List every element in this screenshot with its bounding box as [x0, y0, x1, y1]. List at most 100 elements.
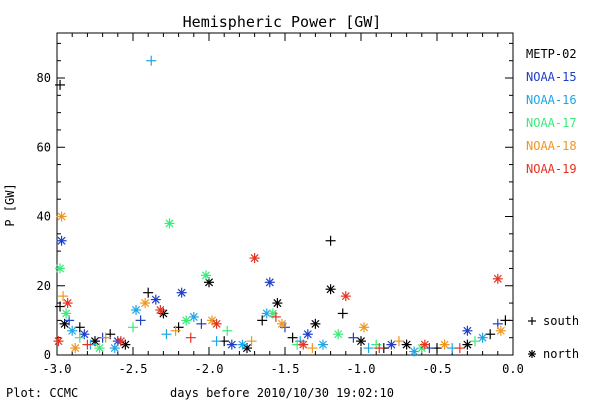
legend-entry: NOAA-17: [526, 116, 577, 130]
legend-entry: NOAA-18: [526, 139, 577, 153]
marker-stroke: [116, 337, 125, 346]
data-point-north: [237, 339, 248, 350]
marker-stroke: [318, 340, 328, 349]
data-point-north: [55, 263, 66, 274]
marker-stroke: [265, 278, 274, 287]
data-point-north: [264, 277, 275, 288]
data-point-south: [128, 322, 138, 333]
data-point-north: [226, 339, 237, 350]
data-point-south: [485, 329, 496, 340]
marker-stroke: [63, 299, 72, 308]
data-point-north: [419, 339, 430, 350]
data-point-south: [211, 336, 222, 347]
y-tick-label: 40: [37, 210, 51, 224]
south-label: south: [543, 314, 579, 328]
legend-entry: NOAA-15: [526, 70, 577, 84]
marker-stroke: [299, 340, 308, 349]
data-point-north: [59, 318, 70, 329]
marker-stroke: [121, 340, 130, 349]
marker-stroke: [177, 288, 186, 297]
marker-stroke: [268, 309, 277, 318]
data-point-south: [222, 325, 233, 336]
data-point-south: [246, 336, 257, 347]
marker-stroke: [80, 330, 89, 339]
data-point-south: [82, 339, 93, 350]
data-point-north: [249, 253, 260, 264]
data-point-north: [333, 329, 344, 340]
marker-stroke: [493, 274, 502, 283]
data-point-north: [188, 311, 199, 322]
data-point-south: [348, 332, 359, 343]
series-legend: METP-02 NOAA-15 NOAA-16 NOAA-17 NOAA-18 NOAA-…: [526, 47, 577, 176]
y-tick-label: 60: [37, 140, 51, 154]
marker-stroke: [387, 340, 396, 349]
data-point-north: [67, 325, 78, 336]
data-point-south: [55, 301, 66, 312]
marker-stroke: [165, 219, 174, 228]
marker-stroke: [250, 254, 259, 263]
marker-stroke: [204, 278, 214, 287]
marker-stroke: [110, 344, 119, 353]
marker-stroke: [151, 295, 160, 304]
data-point-south: [454, 343, 465, 354]
marker-stroke: [311, 319, 320, 328]
x-tick-label: -2.0: [195, 362, 224, 376]
data-point-north: [310, 318, 321, 329]
data-point-south: [196, 318, 207, 329]
data-point-south: [55, 79, 66, 90]
hemisphere-legend: south north: [528, 314, 579, 361]
data-point-north: [120, 339, 131, 350]
marker-stroke: [242, 344, 252, 353]
data-point-north: [401, 339, 412, 350]
plot-frame: [56, 32, 514, 356]
data-point-south: [58, 291, 69, 302]
data-point-north: [200, 270, 211, 281]
y-tick-label: 0: [44, 348, 51, 362]
data-point-south: [170, 325, 181, 336]
data-point-south: [74, 322, 85, 333]
marker-stroke: [420, 340, 429, 349]
x-axis-label: days before 2010/10/30 19:02:10: [170, 386, 394, 400]
data-point-north: [62, 298, 73, 309]
data-point-north: [53, 336, 64, 347]
marker-stroke: [212, 319, 221, 328]
marker-stroke: [528, 350, 536, 358]
marker-stroke: [303, 330, 312, 339]
marker-stroke: [277, 319, 286, 328]
marker-stroke: [238, 340, 247, 349]
marker-stroke: [360, 323, 369, 332]
data-point-north: [131, 304, 142, 315]
data-point-north: [477, 332, 488, 343]
data-point-north: [340, 291, 351, 302]
marker-stroke: [57, 212, 66, 221]
data-point-north: [439, 339, 450, 350]
data-point-north: [94, 343, 105, 354]
legend-entry: NOAA-19: [526, 162, 577, 176]
marker-stroke: [56, 264, 65, 273]
marker-stroke: [182, 316, 191, 325]
x-tick-label: -3.0: [43, 362, 72, 376]
x-tick-label: -1.5: [271, 362, 300, 376]
marker-stroke: [463, 326, 472, 335]
data-point-north: [359, 322, 370, 333]
data-point-south: [135, 315, 146, 326]
marker-stroke: [95, 344, 104, 353]
data-point-north: [115, 336, 126, 347]
data-point-north: [492, 273, 503, 284]
marker-stroke: [156, 305, 165, 315]
marker-stroke: [273, 299, 282, 308]
data-point-south: [143, 287, 154, 298]
data-point-north: [318, 339, 328, 350]
chart-title: Hemispheric Power [GW]: [183, 13, 382, 31]
data-point-south: [287, 332, 298, 343]
marker-stroke: [62, 309, 71, 318]
data-point-north: [56, 211, 67, 222]
data-point-north: [61, 308, 72, 319]
marker-stroke: [227, 340, 236, 349]
data-point-south: [270, 311, 281, 322]
data-point-south: [363, 343, 374, 354]
data-point-south: [146, 55, 157, 66]
data-point-north: [356, 336, 366, 347]
